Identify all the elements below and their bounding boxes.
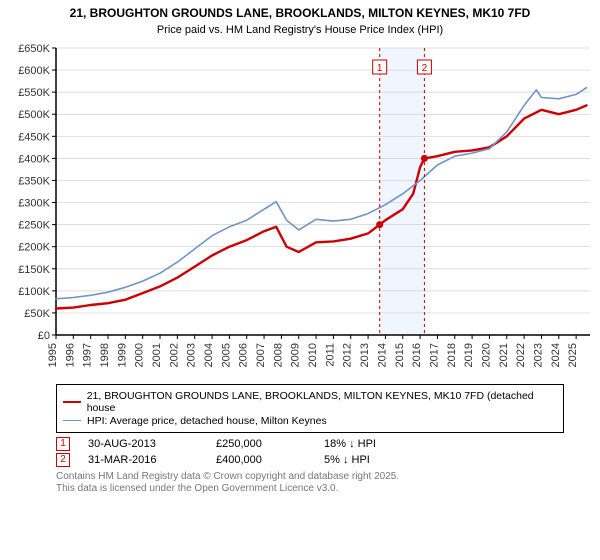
- x-tick-label: 2005: [220, 343, 232, 367]
- x-tick-label: 2000: [134, 343, 146, 367]
- x-tick-label: 2023: [532, 343, 544, 367]
- sale-markers-table: 1 30-AUG-2013 £250,000 18% ↓ HPI 2 31-MAR-201…: [56, 437, 564, 467]
- x-tick-label: 2006: [238, 343, 250, 367]
- x-tick-label: 2025: [567, 343, 579, 367]
- chart-subtitle: Price paid vs. HM Land Registry's House …: [0, 24, 600, 40]
- x-tick-label: 2003: [186, 343, 198, 367]
- legend-label: HPI: Average price, detached house, Milt…: [87, 415, 327, 427]
- y-tick-label: £400K: [18, 153, 50, 165]
- y-tick-label: £600K: [18, 65, 50, 77]
- y-tick-label: £300K: [18, 197, 50, 209]
- legend-item: 21, BROUGHTON GROUNDS LANE, BROOKLANDS, …: [63, 390, 557, 414]
- chart-title: 21, BROUGHTON GROUNDS LANE, BROOKLANDS, …: [0, 0, 600, 24]
- sale-delta: 5% ↓ HPI: [324, 454, 370, 466]
- x-tick-label: 2002: [168, 343, 180, 367]
- x-tick-label: 2020: [480, 343, 492, 367]
- x-tick-label: 2004: [203, 343, 215, 367]
- y-tick-label: £500K: [18, 109, 50, 121]
- marker-num: 2: [422, 63, 428, 74]
- x-tick-label: 2009: [290, 343, 302, 367]
- x-tick-label: 2008: [272, 343, 284, 367]
- x-tick-label: 1998: [99, 343, 111, 367]
- x-tick-label: 2024: [550, 343, 562, 367]
- x-tick-label: 2010: [307, 343, 319, 367]
- x-tick-label: 2022: [515, 343, 527, 367]
- sale-row: 2 31-MAR-2016 £400,000 5% ↓ HPI: [56, 453, 564, 467]
- footnote: Contains HM Land Registry data © Crown c…: [56, 471, 592, 496]
- legend-swatch: [63, 420, 81, 421]
- sale-date: 31-MAR-2016: [88, 454, 198, 466]
- legend-item: HPI: Average price, detached house, Milt…: [63, 415, 557, 427]
- sale-date: 30-AUG-2013: [88, 438, 198, 450]
- marker-dot: [421, 154, 428, 161]
- x-tick-label: 2012: [342, 343, 354, 367]
- x-tick-label: 2015: [394, 343, 406, 367]
- y-tick-label: £450K: [18, 131, 50, 143]
- x-tick-label: 2016: [411, 343, 423, 367]
- highlight-band: [380, 48, 425, 335]
- x-tick-label: 1995: [47, 343, 59, 367]
- sale-price: £250,000: [216, 438, 306, 450]
- sale-price: £400,000: [216, 454, 306, 466]
- x-tick-label: 2011: [324, 343, 336, 367]
- x-tick-label: 2014: [376, 343, 388, 367]
- footnote-line: Contains HM Land Registry data © Crown c…: [56, 471, 592, 484]
- x-tick-label: 2017: [428, 343, 440, 367]
- plot-area: [56, 48, 590, 335]
- sale-row: 1 30-AUG-2013 £250,000 18% ↓ HPI: [56, 437, 564, 451]
- legend: 21, BROUGHTON GROUNDS LANE, BROOKLANDS, …: [56, 384, 564, 433]
- footnote-line: This data is licensed under the Open Gov…: [56, 483, 592, 496]
- legend-label: 21, BROUGHTON GROUNDS LANE, BROOKLANDS, …: [87, 390, 557, 414]
- x-tick-label: 2018: [446, 343, 458, 367]
- x-tick-label: 2007: [255, 343, 267, 367]
- marker-dot: [376, 221, 383, 228]
- x-tick-label: 1997: [82, 343, 94, 367]
- y-tick-label: £550K: [18, 87, 50, 99]
- sale-delta: 18% ↓ HPI: [324, 438, 376, 450]
- x-tick-label: 1999: [116, 343, 128, 367]
- sale-marker-num: 1: [56, 437, 70, 451]
- y-tick-label: £0: [38, 330, 50, 342]
- x-tick-label: 2013: [359, 343, 371, 367]
- y-tick-label: £250K: [18, 219, 50, 231]
- x-tick-label: 2001: [151, 343, 163, 367]
- marker-num: 1: [377, 63, 383, 74]
- x-tick-label: 2019: [463, 343, 475, 367]
- y-tick-label: £200K: [18, 241, 50, 253]
- y-tick-label: £150K: [18, 263, 50, 275]
- y-tick-label: £350K: [18, 175, 50, 187]
- y-tick-label: £100K: [18, 285, 50, 297]
- y-tick-label: £50K: [24, 308, 50, 320]
- x-tick-label: 1996: [64, 343, 76, 367]
- x-tick-label: 2021: [498, 343, 510, 367]
- y-tick-label: £650K: [18, 43, 50, 55]
- legend-swatch: [63, 401, 81, 403]
- sale-marker-num: 2: [56, 453, 70, 467]
- line-chart: £0 £50K £100K £150K £200K £250K £300K £350K £400…: [0, 40, 600, 380]
